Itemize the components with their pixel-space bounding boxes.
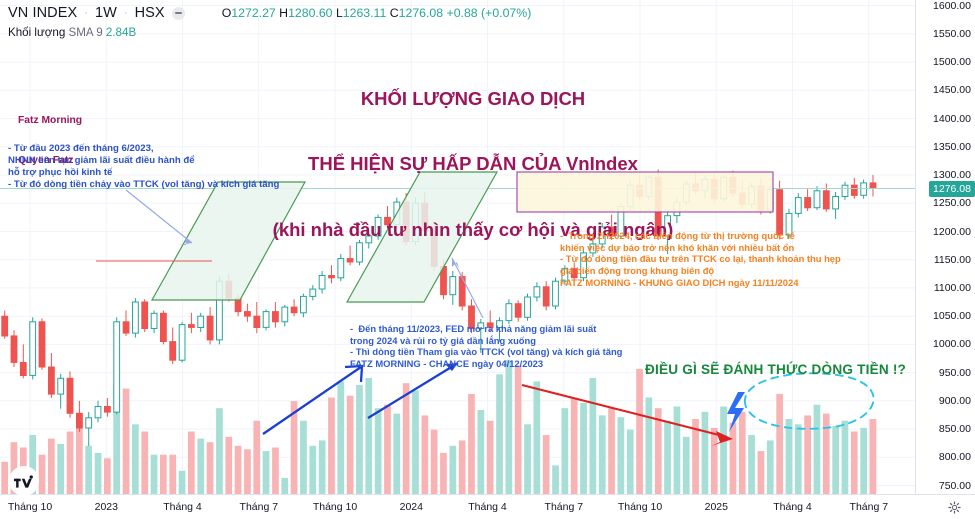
annotation-right-orange: - Trong 2H2024, các biến động từ thị trư… [560, 230, 841, 288]
interval-label[interactable]: 1W [94, 5, 117, 21]
time-tick-label: 2025 [704, 501, 728, 513]
time-tick-label: Tháng 4 [773, 501, 812, 513]
price-tick-label: 800.00 [938, 451, 971, 464]
ohlc-values: O1272.27 H1280.60 L1263.11 C1276.08 +0.8… [222, 6, 532, 20]
price-tick-label: 750.00 [938, 479, 971, 492]
title-line-2: THỂ HIỆN SỰ HẤP DẪN CỦA VnIndex [308, 153, 638, 175]
symbol-name[interactable]: VN INDEX [8, 5, 78, 21]
tradingview-logo-icon[interactable] [9, 466, 39, 496]
time-tick-label: Tháng 7 [849, 501, 889, 513]
price-tick-label: 1550.00 [933, 27, 971, 40]
legend-separator: · [84, 7, 88, 19]
title-line-1: KHỐI LƯỢNG GIAO DỊCH [360, 87, 586, 109]
change-value: +0.88 (+0.07%) [446, 6, 532, 20]
annotation-left-blue: - Từ đầu 2023 đến tháng 6/2023, NHNN liê… [8, 143, 280, 190]
price-tick-label: 1200.00 [933, 225, 971, 238]
price-tick-label: 1600.00 [933, 0, 971, 12]
annotation-mid-blue: - Đến tháng 11/2023, FED mở ra khả năng … [350, 323, 623, 369]
brand-line-2: Quyen Fatz [18, 154, 74, 166]
open-value: 1272.27 [231, 6, 276, 20]
legend-separator: · [123, 7, 128, 19]
callout-arrow-mid[interactable] [451, 257, 484, 319]
exchange-label[interactable]: HSX [134, 5, 165, 21]
low-value: 1263.11 [342, 6, 387, 20]
time-tick-label: Tháng 10 [7, 501, 53, 513]
uptrend-channel-2[interactable] [345, 171, 499, 303]
chart-legend: VN INDEX · 1W · HSX O1272.27 H1280.60 L1… [8, 4, 531, 39]
time-tick-label: Tháng 10 [617, 501, 663, 513]
price-tick-label: 1500.00 [933, 56, 971, 69]
chart-title-block: KHỐI LƯỢNG GIAO DỊCH THỂ HIỆN SỰ HẤP DẪN… [258, 44, 688, 262]
close-label: C [389, 6, 399, 20]
high-label: H [279, 6, 289, 20]
brand-watermark: Fatz Morning Quyen Fatz [18, 87, 82, 181]
volume-uptrend-arrow-2[interactable] [367, 362, 459, 419]
high-value: 1280.60 [288, 6, 333, 20]
volume-label[interactable]: Khối lượng [8, 26, 66, 39]
price-tick-label: 950.00 [938, 366, 971, 379]
price-tick-label: 1350.00 [933, 140, 971, 153]
title-line-3: (khi nhà đầu tư nhìn thấy cơ hội và giải… [272, 218, 674, 240]
time-scale[interactable]: Tháng 10 2023 Tháng 4 Tháng 7 Tháng 10 2024 Th… [0, 494, 975, 519]
gear-icon[interactable] [948, 501, 961, 514]
current-price-badge[interactable]: 1276.08 [929, 180, 975, 197]
time-tick-label: 2023 [94, 501, 118, 513]
time-tick-label: Tháng 4 [468, 501, 507, 513]
time-tick-label: Tháng 4 [163, 501, 202, 513]
volume-ma-label: SMA 9 [68, 26, 103, 39]
range-box-2024[interactable] [516, 171, 774, 213]
brand-line-1: Fatz Morning [18, 114, 83, 126]
volume-value: 2.84B [105, 26, 137, 39]
uptrend-channel-1[interactable] [150, 181, 307, 301]
chart-plot-area[interactable] [0, 0, 915, 494]
callout-arrow-left[interactable] [125, 189, 193, 245]
time-tick-label: Tháng 7 [239, 501, 279, 513]
price-tick-label: 1050.00 [933, 310, 971, 323]
price-tick-label: 900.00 [938, 394, 971, 407]
price-tick-label: 1400.00 [933, 112, 971, 125]
low-label: L [335, 6, 343, 20]
time-tick-label: 2024 [399, 501, 423, 513]
price-tick-label: 1150.00 [933, 253, 971, 266]
lightning-bolt-icon [727, 392, 745, 432]
price-tick-label: 1450.00 [933, 84, 971, 97]
volume-uptrend-arrow-1[interactable] [262, 364, 364, 435]
tv-glyph [14, 474, 33, 488]
price-tick-label: 850.00 [938, 423, 971, 436]
price-tick-label: 1000.00 [933, 338, 971, 351]
price-tick-label: 1100.00 [933, 281, 971, 294]
price-scale[interactable]: 1600.00 1550.00 1500.00 1450.00 1400.00 1350.… [915, 0, 975, 494]
annotation-bottom-green: ĐIỀU GÌ SẼ ĐÁNH THỨC DÒNG TIỀN !? [645, 362, 907, 377]
question-lasso[interactable] [744, 372, 875, 430]
close-value: 1276.08 [398, 6, 444, 20]
time-tick-label: Tháng 10 [312, 501, 358, 513]
price-tick-label: 1250.00 [933, 197, 971, 210]
drawing-overlay[interactable] [0, 0, 915, 494]
price-tick-label: 1300.00 [933, 169, 971, 181]
open-label: O [221, 6, 232, 20]
hide-icon[interactable] [171, 6, 185, 20]
time-tick-label: Tháng 7 [544, 501, 584, 513]
volume-downtrend-arrow[interactable] [521, 383, 733, 446]
